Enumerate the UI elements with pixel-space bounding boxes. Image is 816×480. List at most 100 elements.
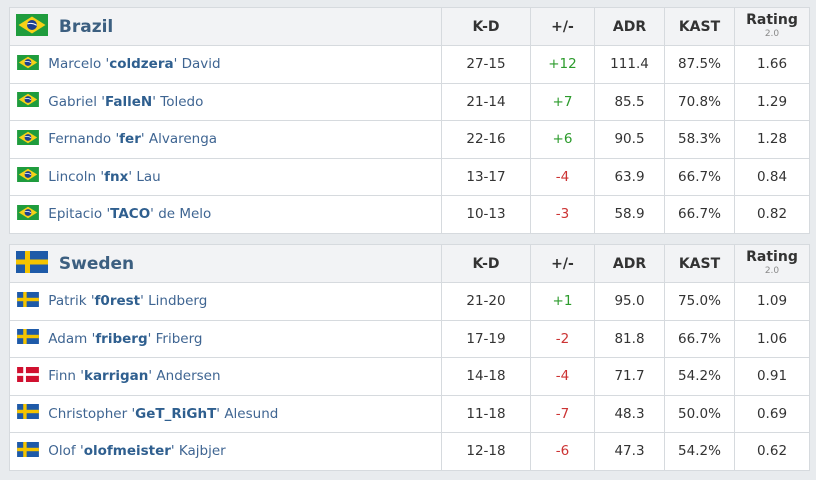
team-stats-table: Sweden K-D +/- ADR KAST Rating 2.0 Patri… — [9, 244, 810, 471]
kast-value: 70.8% — [664, 82, 735, 121]
player-row: Patrik 'f0rest' Lindberg 21-20 +1 95.0 7… — [9, 282, 810, 321]
plusminus-value: -7 — [530, 394, 595, 433]
team-header-row: Sweden K-D +/- ADR KAST Rating 2.0 — [9, 244, 810, 283]
rating-value: 0.82 — [734, 195, 810, 234]
player-nickname: fnx — [104, 168, 129, 185]
player-link[interactable]: Lincoln 'fnx' Lau — [48, 168, 161, 185]
player-link[interactable]: Olof 'olofmeister' Kajbjer — [48, 443, 226, 460]
player-last-name: David — [181, 56, 221, 73]
player-row: Olof 'olofmeister' Kajbjer 12-18 -6 47.3… — [9, 432, 810, 471]
player-last-name: Alvarenga — [148, 131, 218, 148]
kd-value: 17-19 — [441, 319, 531, 358]
adr-value: 111.4 — [594, 45, 665, 84]
rating-label: Rating — [746, 11, 798, 28]
col-kast-header: KAST — [664, 7, 735, 46]
player-first-name: Epitacio — [48, 206, 103, 223]
player-link[interactable]: Gabriel 'FalleN' Toledo — [48, 93, 204, 110]
rating-value: 1.66 — [734, 45, 810, 84]
col-plusminus-header: +/- — [530, 244, 595, 283]
player-first-name: Adam — [48, 330, 88, 347]
col-plusminus-header: +/- — [530, 7, 595, 46]
sweden-flag-icon — [17, 404, 39, 423]
kd-value: 10-13 — [441, 195, 531, 234]
plusminus-value: -2 — [530, 319, 595, 358]
team-header-cell: Brazil — [9, 7, 442, 46]
rating-value: 1.28 — [734, 120, 810, 159]
player-link[interactable]: Patrik 'f0rest' Lindberg — [48, 293, 208, 310]
kast-value: 66.7% — [664, 157, 735, 196]
player-last-name: Lindberg — [148, 293, 208, 310]
col-kd-header: K-D — [441, 244, 531, 283]
kast-value: 50.0% — [664, 394, 735, 433]
player-first-name: Lincoln — [48, 168, 97, 185]
player-nickname: coldzera — [109, 56, 174, 73]
player-cell: Adam 'friberg' Friberg — [9, 319, 442, 358]
player-last-name: Toledo — [160, 93, 204, 110]
team-name[interactable]: Sweden — [58, 253, 135, 274]
player-cell: Epitacio 'TACO' de Melo — [9, 195, 442, 234]
brazil-flag-icon — [17, 54, 39, 74]
player-link[interactable]: Marcelo 'coldzera' David — [48, 56, 221, 73]
col-rating-header: Rating 2.0 — [734, 7, 810, 46]
player-row: Fernando 'fer' Alvarenga 22-16 +6 90.5 5… — [9, 120, 810, 159]
player-last-name: Friberg — [155, 330, 203, 347]
team-header-cell: Sweden — [9, 244, 442, 283]
player-nickname: friberg — [95, 330, 148, 347]
kd-value: 14-18 — [441, 357, 531, 396]
player-first-name: Finn — [48, 368, 76, 385]
rating-value: 1.09 — [734, 282, 810, 321]
player-last-name: de Melo — [158, 206, 212, 223]
player-nickname: GeT_RiGhT — [135, 405, 217, 422]
brazil-flag-icon — [16, 13, 48, 40]
adr-value: 58.9 — [594, 195, 665, 234]
player-nickname: FalleN — [104, 93, 153, 110]
player-link[interactable]: Finn 'karrigan' Andersen — [48, 368, 221, 385]
kd-value: 27-15 — [441, 45, 531, 84]
player-link[interactable]: Christopher 'GeT_RiGhT' Alesund — [48, 405, 279, 422]
player-link[interactable]: Epitacio 'TACO' de Melo — [48, 206, 212, 223]
rating-value: 1.06 — [734, 319, 810, 358]
adr-value: 81.8 — [594, 319, 665, 358]
sweden-flag-icon — [17, 291, 39, 311]
kd-value: 11-18 — [441, 394, 531, 433]
plusminus-value: +12 — [530, 45, 595, 84]
player-row: Adam 'friberg' Friberg 17-19 -2 81.8 66.… — [9, 319, 810, 358]
kast-value: 75.0% — [664, 282, 735, 321]
kast-value: 66.7% — [664, 319, 735, 358]
player-row: Christopher 'GeT_RiGhT' Alesund 11-18 -7… — [9, 394, 810, 433]
player-cell: Patrik 'f0rest' Lindberg — [9, 282, 442, 321]
brazil-flag-icon — [17, 204, 39, 224]
player-link[interactable]: Fernando 'fer' Alvarenga — [48, 131, 218, 148]
player-cell: Olof 'olofmeister' Kajbjer — [9, 432, 442, 471]
sweden-flag-icon — [17, 441, 39, 461]
brazil-flag-icon — [17, 129, 39, 149]
player-link[interactable]: Adam 'friberg' Friberg — [48, 330, 203, 347]
team-name[interactable]: Brazil — [58, 16, 114, 37]
rating-value: 1.29 — [734, 82, 810, 121]
adr-value: 47.3 — [594, 432, 665, 471]
player-first-name: Gabriel — [48, 93, 97, 110]
player-row: Epitacio 'TACO' de Melo 10-13 -3 58.9 66… — [9, 195, 810, 234]
player-first-name: Olof — [48, 443, 76, 460]
rating-value: 0.69 — [734, 394, 810, 433]
team-header-row: Brazil K-D +/- ADR KAST Rating 2.0 — [9, 7, 810, 46]
kd-value: 12-18 — [441, 432, 531, 471]
rating-value: 0.91 — [734, 357, 810, 396]
kd-value: 21-20 — [441, 282, 531, 321]
adr-value: 71.7 — [594, 357, 665, 396]
sweden-flag-icon — [16, 250, 48, 277]
player-first-name: Patrik — [48, 293, 87, 310]
plusminus-value: +1 — [530, 282, 595, 321]
player-last-name: Alesund — [224, 405, 279, 422]
plusminus-value: -4 — [530, 357, 595, 396]
player-first-name: Marcelo — [48, 56, 102, 73]
player-row: Lincoln 'fnx' Lau 13-17 -4 63.9 66.7% 0.… — [9, 157, 810, 196]
rating-value: 0.84 — [734, 157, 810, 196]
player-row: Gabriel 'FalleN' Toledo 21-14 +7 85.5 70… — [9, 82, 810, 121]
player-cell: Lincoln 'fnx' Lau — [9, 157, 442, 196]
plusminus-value: -6 — [530, 432, 595, 471]
rating-version: 2.0 — [764, 28, 780, 39]
player-nickname: TACO — [110, 206, 151, 223]
player-nickname: fer — [119, 131, 141, 148]
